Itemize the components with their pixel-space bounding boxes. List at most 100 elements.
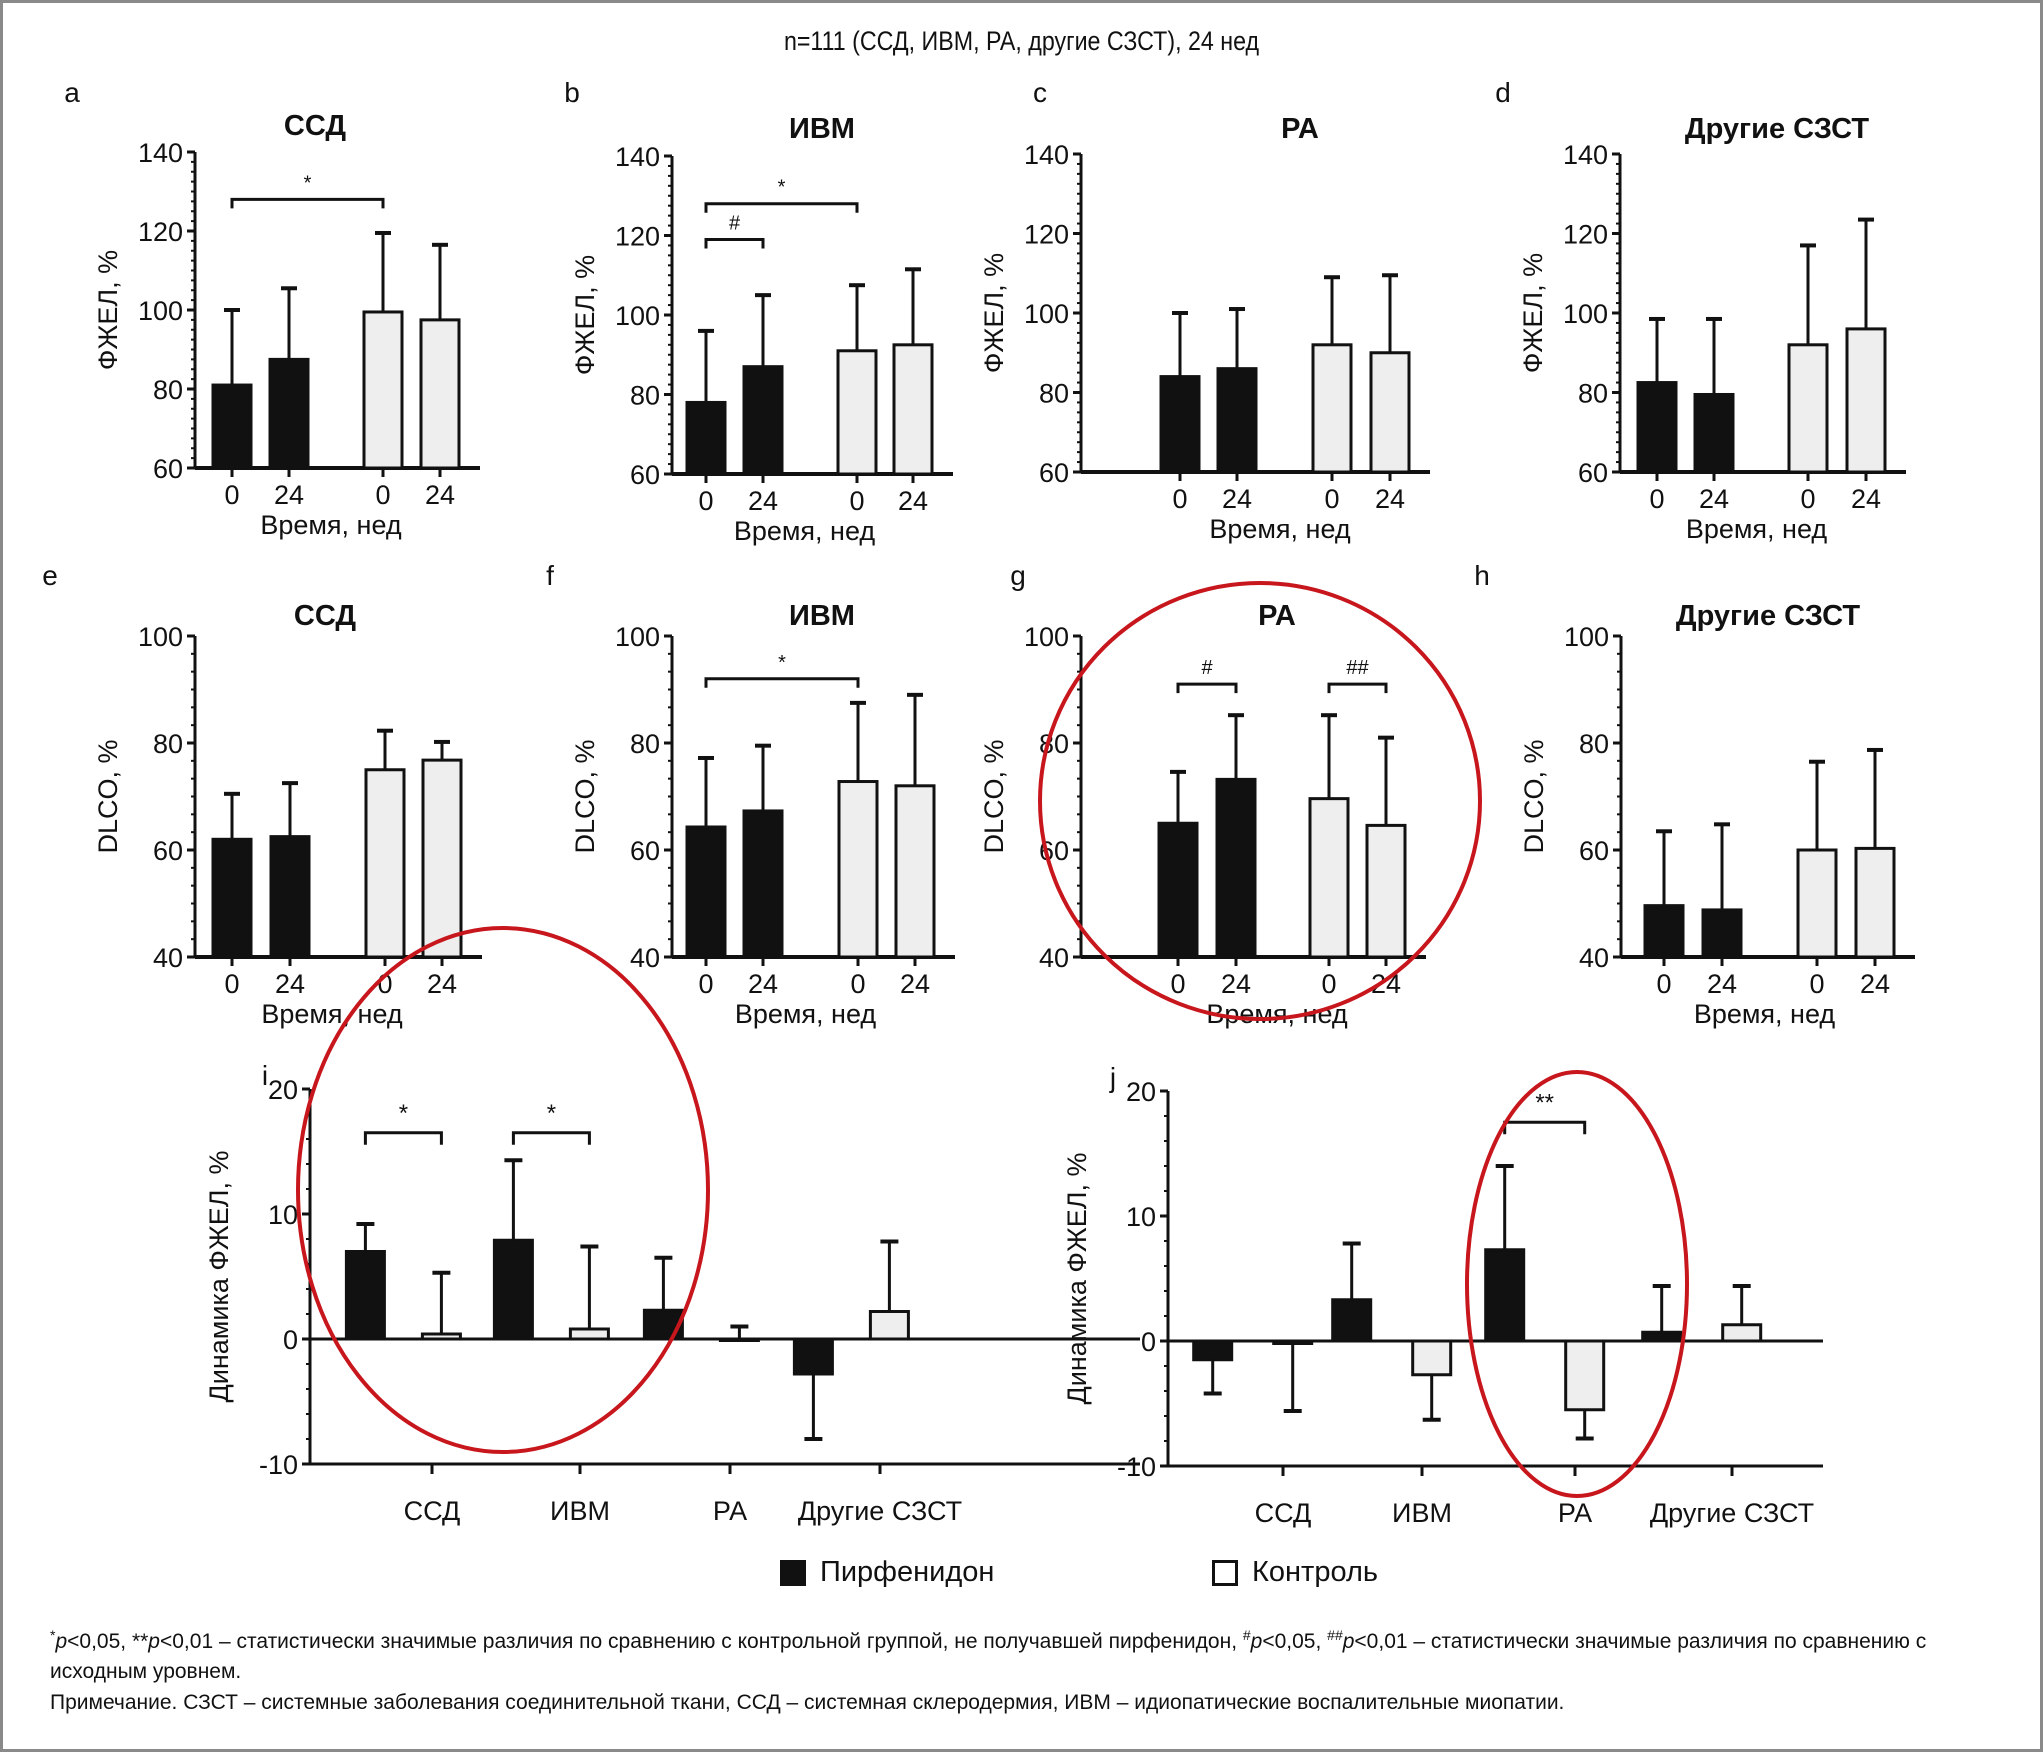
footnote-text: <0,01 – статистически значимые различия … xyxy=(159,1630,1243,1653)
panel-letter-h: h xyxy=(1474,560,1490,591)
x-tick-label: 24 xyxy=(1221,969,1251,999)
x-tick-label: 24 xyxy=(1851,484,1881,514)
y-tick-label: 100 xyxy=(138,622,183,652)
y-tick-label: 60 xyxy=(1578,458,1608,488)
x-axis-label: Время, нед xyxy=(261,999,403,1029)
bar-pirfenidone xyxy=(211,383,253,470)
significance-bracket xyxy=(704,237,765,249)
significance-marker: # xyxy=(1201,657,1213,679)
bar-control xyxy=(420,1332,462,1341)
y-axis-label: DLCO, % xyxy=(1519,739,1549,853)
y-axis-label: Динамика ФЖЕЛ, % xyxy=(1062,1152,1092,1404)
y-tick-label: 40 xyxy=(1039,943,1069,973)
panel-letter-f: f xyxy=(546,560,554,591)
panel-title: Другие СЗСТ xyxy=(1676,600,1860,632)
y-tick-label: 80 xyxy=(153,729,183,759)
x-tick-label: 24 xyxy=(427,969,457,999)
bar-control xyxy=(718,1337,760,1342)
bar-pirfenidone xyxy=(1701,908,1743,959)
y-tick-label: -10 xyxy=(259,1450,298,1480)
x-axis-label: Время, нед xyxy=(1206,999,1348,1029)
y-tick-label: 140 xyxy=(1024,140,1069,170)
x-tick-label: 0 xyxy=(698,969,713,999)
bar-pirfenidone xyxy=(1636,381,1678,474)
bar-pirfenidone xyxy=(1216,367,1258,474)
y-tick-label: 100 xyxy=(1024,299,1069,329)
panel-title: Другие СЗСТ xyxy=(1685,113,1869,145)
x-axis-label: Время, нед xyxy=(1686,514,1828,544)
x-tick-label: 24 xyxy=(274,480,304,510)
y-tick-label: 10 xyxy=(268,1200,298,1230)
y-tick-label: 120 xyxy=(1024,220,1069,250)
legend-swatch-filled xyxy=(780,1559,806,1586)
panel-title: РА xyxy=(1281,113,1319,145)
y-axis-label: DLCO, % xyxy=(93,739,123,853)
x-category-label: ССД xyxy=(1255,1498,1312,1528)
x-tick-label: 24 xyxy=(748,969,778,999)
significance-marker: ** xyxy=(1535,1089,1554,1116)
bar-pirfenidone xyxy=(1159,375,1201,474)
x-tick-label: 0 xyxy=(698,486,713,516)
x-tick-label: 0 xyxy=(224,969,239,999)
y-tick-label: 80 xyxy=(630,381,660,411)
panel-letter-g: g xyxy=(1010,560,1026,591)
bar-pirfenidone xyxy=(1331,1298,1373,1343)
y-axis-label: ФЖЕЛ, % xyxy=(93,250,123,370)
panel-title: ССД xyxy=(294,600,357,632)
y-tick-label: 80 xyxy=(153,375,183,405)
legend-label: Пирфенидон xyxy=(820,1556,995,1588)
y-axis-label: ФЖЕЛ, % xyxy=(1518,253,1548,373)
footnote-text: <0,01 – статистически значимые различия … xyxy=(50,1630,1927,1683)
bar-control xyxy=(1369,351,1411,474)
y-tick-label: 40 xyxy=(1579,943,1609,973)
y-tick-label: 80 xyxy=(630,729,660,759)
x-tick-label: 0 xyxy=(850,969,865,999)
panel-title: ИВМ xyxy=(789,113,855,145)
significance-bracket xyxy=(363,1131,443,1145)
footnote-text: <0,05, xyxy=(1262,1630,1328,1653)
panel-letter-d: d xyxy=(1495,77,1511,108)
bar-control xyxy=(1787,343,1829,474)
y-tick-label: 0 xyxy=(283,1325,298,1355)
bar-control xyxy=(894,784,936,959)
significance-marker: * xyxy=(778,652,786,674)
bar-pirfenidone xyxy=(1484,1248,1526,1343)
y-tick-label: 20 xyxy=(1126,1077,1156,1107)
x-tick-label: 0 xyxy=(849,486,864,516)
bar-control xyxy=(1845,327,1887,474)
bar-control xyxy=(1272,1339,1314,1345)
y-tick-label: 100 xyxy=(1563,299,1608,329)
bar-pirfenidone xyxy=(685,825,727,959)
y-tick-label: 60 xyxy=(630,836,660,866)
x-tick-label: 0 xyxy=(1172,484,1187,514)
panel-title: ССД xyxy=(284,110,347,142)
bar-pirfenidone xyxy=(344,1250,386,1341)
y-axis-label: DLCO, % xyxy=(570,739,600,853)
y-axis-label: DLCO, % xyxy=(979,739,1009,853)
panel-title: РА xyxy=(1258,600,1296,632)
y-tick-label: 100 xyxy=(615,301,660,331)
panel-letter-c: c xyxy=(1033,77,1047,108)
y-tick-label: 140 xyxy=(615,142,660,172)
legend-item-control: Контроль xyxy=(1212,1556,1378,1589)
y-tick-label: 100 xyxy=(1024,622,1069,652)
bar-control xyxy=(836,349,878,476)
y-tick-label: 60 xyxy=(630,460,660,490)
significance-bracket xyxy=(230,197,385,209)
bar-control xyxy=(892,343,934,476)
bar-pirfenidone xyxy=(1643,904,1685,959)
bar-pirfenidone xyxy=(1192,1339,1234,1362)
significance-marker: * xyxy=(778,177,786,199)
x-axis-label: Время, нед xyxy=(734,516,876,546)
bar-pirfenidone xyxy=(211,837,253,959)
x-tick-label: 24 xyxy=(275,969,305,999)
bar-pirfenidone xyxy=(742,809,784,959)
significance-bracket xyxy=(511,1131,591,1145)
bar-control xyxy=(1311,343,1353,474)
bar-control xyxy=(364,768,406,959)
y-tick-label: 80 xyxy=(1039,379,1069,409)
significance-bracket xyxy=(1176,682,1238,694)
bar-pirfenidone xyxy=(642,1308,684,1341)
figure-title: n=111 (ССД, ИВМ, РА, другие СЗСТ), 24 не… xyxy=(783,26,1260,56)
